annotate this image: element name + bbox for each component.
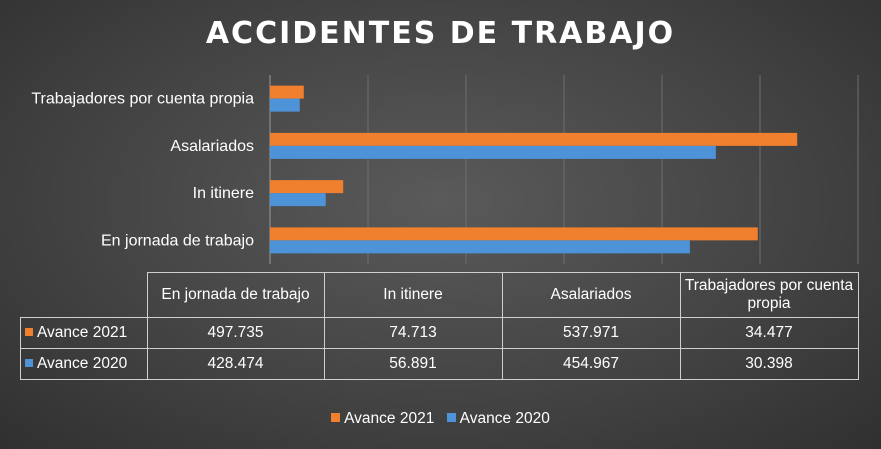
data-table-header-cell: Asalariados (501, 272, 681, 318)
legend-swatch-icon (25, 359, 33, 367)
data-table-header-cell: En jornada de trabajo (146, 272, 325, 318)
data-table-header-row: En jornada de trabajo In itinere Asalari… (21, 272, 859, 318)
legend: Avance 2021 Avance 2020 (0, 410, 881, 428)
data-table-header-cell: Trabajadores por cuenta propia (679, 272, 859, 318)
bar-avance-2020 (270, 145, 716, 159)
legend-label: Avance 2020 (459, 410, 550, 427)
data-table-cell: 74.713 (323, 317, 503, 349)
category-label: Asalariados (170, 138, 254, 155)
bar-avance-2021 (270, 132, 798, 146)
chart-title: ACCIDENTES DE TRABAJO (205, 16, 676, 51)
category-label: In itinere (193, 185, 254, 202)
data-table-row: Avance 2020 428.474 56.891 454.967 30.39… (20, 348, 859, 380)
data-table-row: Avance 2021 497.735 74.713 537.971 34.47… (20, 317, 859, 349)
bar-avance-2020 (270, 98, 300, 112)
bar-avance-2021 (270, 227, 758, 241)
data-table-cell: 30.398 (679, 348, 859, 380)
data-table-series-label: Avance 2020 (20, 348, 148, 380)
data-table-cell: 34.477 (679, 317, 859, 349)
data-table-series-label: Avance 2021 (20, 317, 148, 349)
legend-item: Avance 2021 (331, 410, 434, 428)
bar-avance-2020 (270, 193, 326, 207)
bar-avance-2021 (270, 85, 304, 99)
data-table-corner (21, 273, 148, 318)
data-table: En jornada de trabajo In itinere Asalari… (20, 272, 859, 380)
data-table-cell: 537.971 (501, 317, 681, 349)
legend-label: Avance 2021 (344, 410, 435, 427)
series-name: Avance 2021 (37, 324, 128, 341)
legend-swatch-icon (446, 413, 456, 422)
data-table-cell: 56.891 (323, 348, 503, 380)
category-labels: En jornada de trabajo In itinere Asalariad… (31, 91, 254, 250)
data-table-cell: 428.474 (146, 348, 325, 380)
series-name: Avance 2020 (37, 355, 128, 372)
category-label: Trabajadores por cuenta propia (31, 91, 254, 108)
bars (270, 85, 798, 254)
bar-avance-2021 (270, 180, 344, 194)
data-table-cell: 497.735 (146, 317, 325, 349)
legend-swatch-icon (25, 328, 33, 336)
category-label: En jornada de trabajo (101, 232, 254, 249)
legend-swatch-icon (331, 413, 341, 422)
bar-avance-2020 (270, 240, 690, 254)
legend-item: Avance 2020 (446, 410, 550, 428)
data-table-cell: 454.967 (501, 348, 681, 380)
data-table-header-cell: In itinere (323, 272, 503, 318)
